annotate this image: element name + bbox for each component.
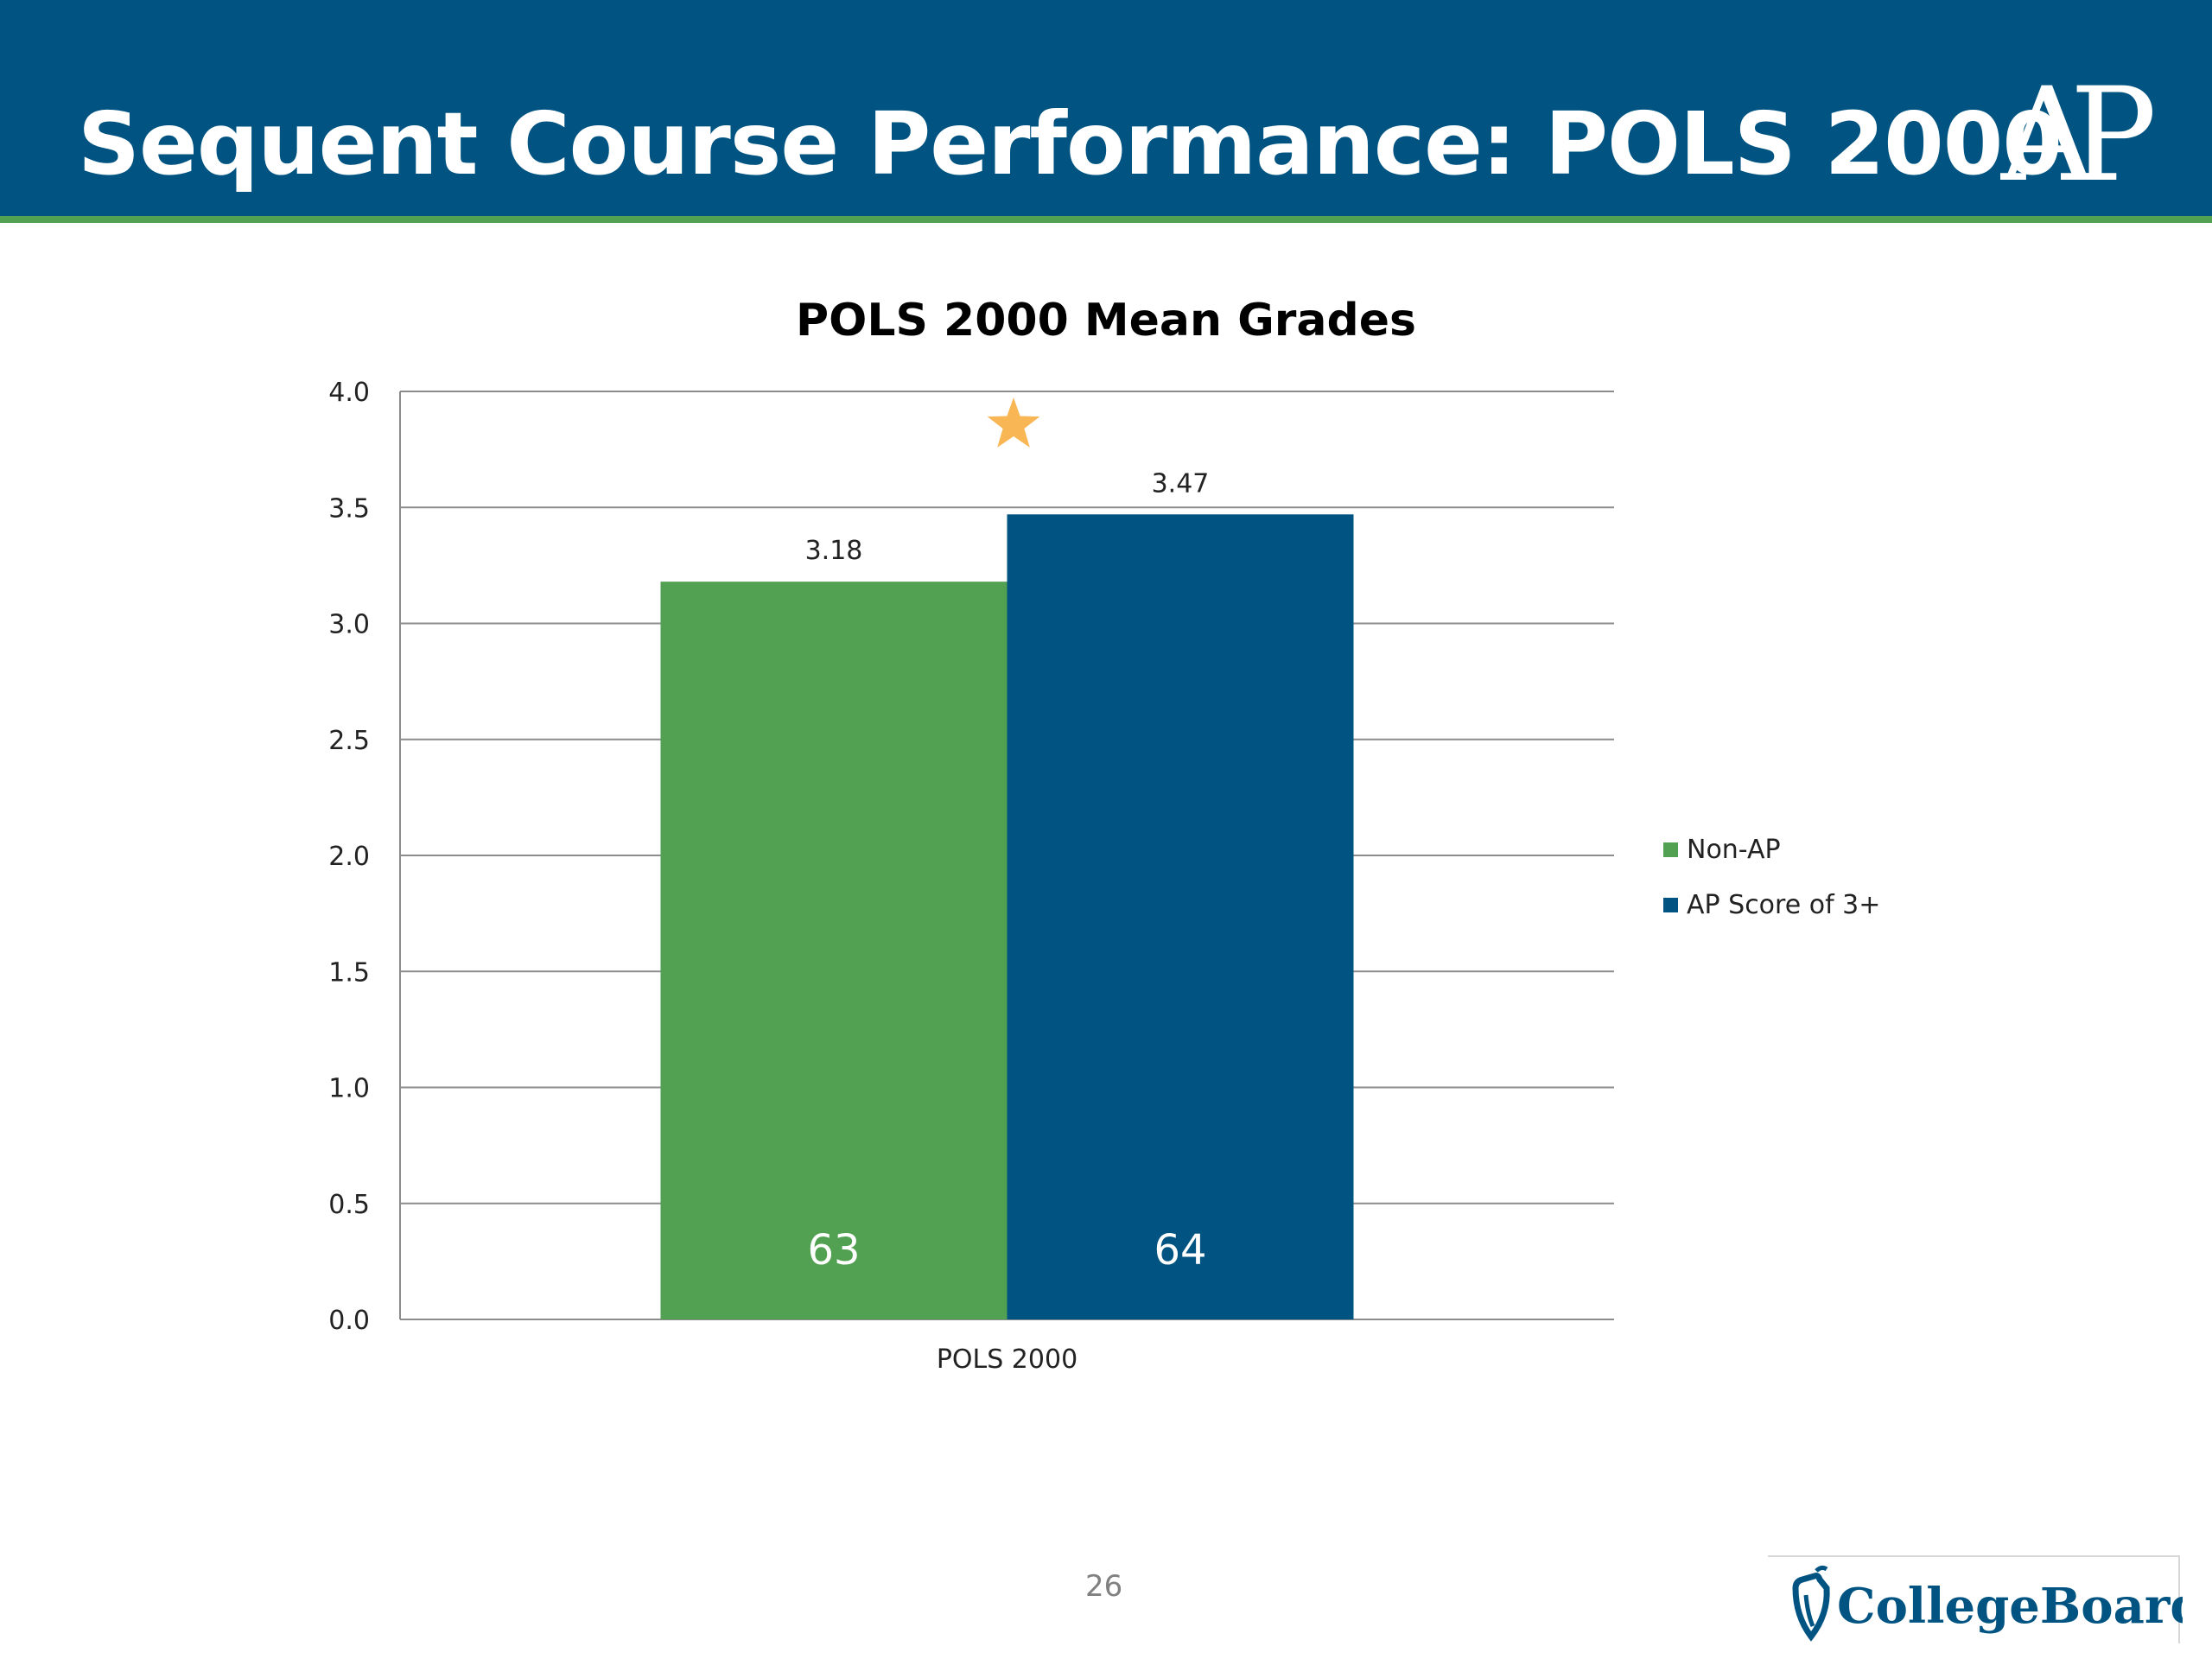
- legend-label-non-ap: Non-AP: [1687, 834, 1781, 865]
- y-tick-label: 2.5: [328, 726, 370, 756]
- data-label: 3.18: [805, 536, 863, 566]
- legend-swatch-ap-score: [1663, 897, 1678, 912]
- legend-item-ap-score: AP Score of 3+: [1663, 887, 1880, 922]
- collegeboard-logo-text: CollegeBoard: [1837, 1578, 2183, 1635]
- y-tick-label: 1.5: [328, 957, 370, 988]
- y-tick-label: 1.0: [328, 1074, 370, 1104]
- x-tick-label: POLS 2000: [937, 1344, 1077, 1375]
- y-tick-label: 3.5: [328, 493, 370, 524]
- slide-header: [0, 0, 2212, 216]
- chart-title: POLS 2000 Mean Grades: [796, 295, 1416, 346]
- header-divider: [0, 216, 2212, 223]
- legend-swatch-non-ap: [1663, 842, 1678, 857]
- ap-logo: AP: [2000, 69, 2173, 190]
- chart-legend: Non-AP AP Score of 3+: [1663, 832, 1880, 943]
- legend-item-non-ap: Non-AP: [1663, 832, 1880, 867]
- page-number: 26: [1085, 1569, 1123, 1604]
- y-tick-label: 0.5: [328, 1190, 370, 1220]
- y-tick-label: 0.0: [328, 1306, 370, 1336]
- collegeboard-logo: CollegeBoard: [1792, 1565, 2183, 1642]
- legend-label-ap-score: AP Score of 3+: [1687, 889, 1881, 920]
- star-icon: [987, 397, 1040, 448]
- collegeboard-logo-frame: [1768, 1555, 2180, 1643]
- y-tick-label: 4.0: [328, 378, 370, 408]
- y-tick-label: 2.0: [328, 842, 370, 872]
- y-tick-label: 3.0: [328, 610, 370, 640]
- slide-title: Sequent Course Performance: POLS 2000: [78, 93, 2063, 194]
- count-label: 63: [807, 1226, 860, 1274]
- bar: [660, 582, 1007, 1319]
- acorn-icon: [1792, 1565, 1830, 1642]
- bar: [1007, 514, 1354, 1319]
- count-label: 64: [1154, 1226, 1206, 1274]
- data-label: 3.47: [1152, 468, 1210, 499]
